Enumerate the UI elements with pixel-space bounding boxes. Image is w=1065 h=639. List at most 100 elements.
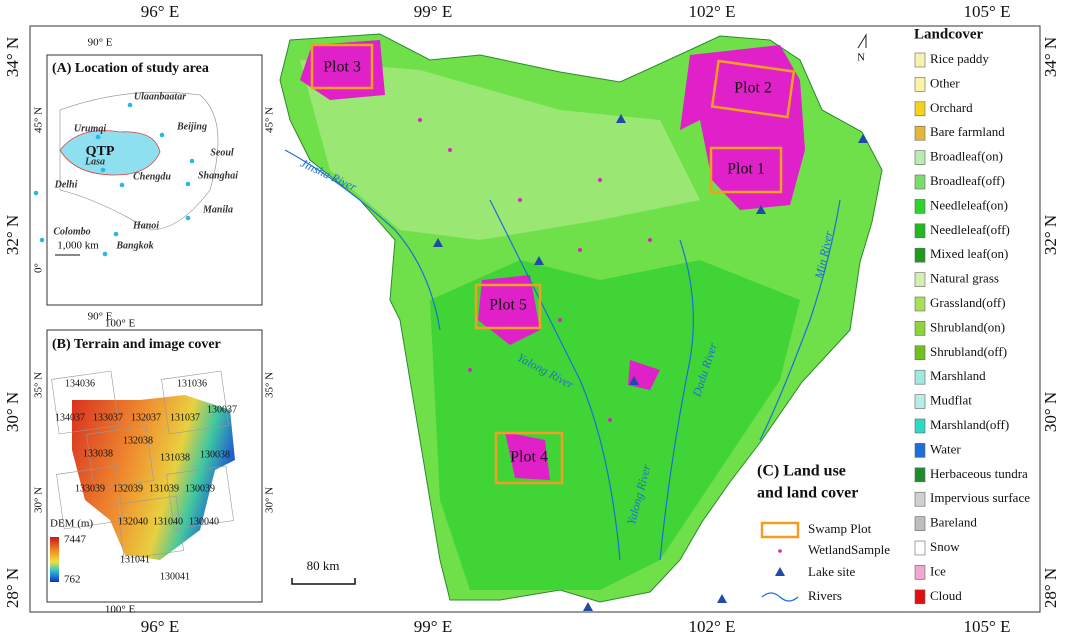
plot-label: Plot 4 bbox=[510, 449, 548, 466]
tile-label: 132040 bbox=[118, 516, 148, 527]
legend-label: Broadleaf(on) bbox=[930, 149, 1003, 164]
legend-label: Marshland bbox=[930, 368, 986, 383]
tile-label: 130038 bbox=[200, 449, 230, 460]
city-dot bbox=[95, 134, 101, 140]
legend-label: Needleleaf(on) bbox=[930, 197, 1008, 212]
legend-label: Shrubland(off) bbox=[930, 344, 1007, 359]
lon-label: 99° E bbox=[414, 2, 452, 21]
legend-title: (C) Land use bbox=[757, 463, 846, 480]
lat-label: 28° N bbox=[1041, 568, 1060, 608]
tile-label: 132039 bbox=[113, 483, 143, 494]
legend-label: WetlandSample bbox=[808, 542, 890, 557]
city-label: Colombo bbox=[53, 226, 90, 237]
tile-label: 131041 bbox=[120, 554, 150, 565]
forest-zone bbox=[430, 260, 800, 590]
legend-swatch bbox=[914, 516, 926, 531]
lat-label: 30° N bbox=[1041, 392, 1060, 432]
tile-label: 130041 bbox=[160, 571, 190, 582]
legend-swatch bbox=[914, 174, 926, 190]
lat-label: 30° N bbox=[3, 392, 22, 432]
region-label: QTP bbox=[86, 144, 115, 159]
lon-label: 100° E bbox=[105, 318, 136, 330]
city-label: Ulaanbaatar bbox=[134, 91, 186, 102]
lat-label: 34° N bbox=[1041, 37, 1060, 77]
lat-label: 35° N bbox=[264, 372, 276, 398]
qtp-region bbox=[59, 130, 161, 176]
city-label: Chengdu bbox=[133, 171, 171, 182]
wetland-icon bbox=[778, 549, 782, 553]
lon-label: 100° E bbox=[105, 604, 136, 616]
city-dot bbox=[185, 181, 191, 187]
legend-title: DEM (m) bbox=[50, 518, 93, 530]
legend-swatch bbox=[914, 418, 926, 434]
scale-bar bbox=[291, 578, 356, 585]
swamp-plot-icon bbox=[760, 521, 800, 539]
legend-label: Herbaceous tundra bbox=[930, 466, 1028, 481]
lake-icon bbox=[775, 567, 785, 576]
lat-label: 28° N bbox=[3, 568, 22, 608]
tile-label: 131039 bbox=[149, 483, 179, 494]
tile-label: 131036 bbox=[177, 378, 207, 389]
legend-max: 7447 bbox=[64, 534, 87, 546]
north-label: N bbox=[857, 52, 865, 64]
legend-swatch bbox=[914, 296, 926, 312]
plot-label: Plot 3 bbox=[323, 59, 361, 76]
city-dot bbox=[159, 132, 165, 138]
legend-swatch bbox=[914, 321, 926, 336]
lat-label: 0° bbox=[33, 263, 45, 273]
legend-swatch bbox=[914, 52, 926, 68]
legend-label: Orchard bbox=[930, 100, 973, 115]
legend-swatch bbox=[914, 223, 926, 239]
inset-a-frame bbox=[46, 54, 263, 306]
legend-label: Bare farmland bbox=[930, 124, 1005, 139]
tile-label: 130039 bbox=[185, 483, 215, 494]
city-dot bbox=[102, 251, 108, 257]
city-dot bbox=[127, 102, 133, 108]
plot-label: Plot 1 bbox=[727, 161, 765, 178]
lat-label: 32° N bbox=[3, 215, 22, 255]
image-tiles bbox=[51, 370, 234, 560]
legend-label: Marshland(off) bbox=[930, 417, 1009, 432]
river-icon bbox=[761, 592, 799, 602]
legend-label: Broadleaf(off) bbox=[930, 173, 1005, 188]
city-label: Beijing bbox=[176, 121, 207, 132]
lon-label: 90° E bbox=[88, 37, 113, 49]
city-label: Urumqi bbox=[74, 123, 106, 134]
tile-label: 134036 bbox=[65, 378, 95, 389]
inset-title: (B) Terrain and image cover bbox=[52, 337, 221, 352]
legend-label: Swamp Plot bbox=[808, 521, 872, 536]
city-label: Hanoi bbox=[132, 220, 159, 231]
legend-label: Mudflat bbox=[930, 393, 972, 408]
legend-label: Cloud bbox=[930, 588, 962, 603]
lat-label: 30° N bbox=[264, 487, 276, 513]
legend-label: Shrubland(on) bbox=[930, 319, 1005, 334]
inset-title: (A) Location of study area bbox=[52, 61, 209, 76]
scale-label: 80 km bbox=[307, 558, 340, 573]
tile-label: 132038 bbox=[123, 435, 153, 446]
legend-swatch bbox=[914, 565, 926, 580]
grass-zone bbox=[300, 60, 700, 240]
tile-label: 131040 bbox=[153, 516, 183, 527]
city-dot bbox=[119, 182, 125, 188]
tile-label: 133039 bbox=[75, 483, 105, 494]
lake-sites bbox=[433, 114, 868, 611]
swamp-plots bbox=[310, 43, 796, 485]
lat-label: 30° N bbox=[33, 487, 45, 513]
legend-swatch bbox=[914, 150, 926, 165]
lon-label: 102° E bbox=[689, 617, 736, 636]
city-label: Bangkok bbox=[115, 240, 153, 251]
tile-label: 131037 bbox=[170, 412, 200, 423]
legend-swatch bbox=[914, 443, 926, 458]
legend-label: Lake site bbox=[808, 564, 856, 579]
legend-label: Impervious surface bbox=[930, 490, 1030, 505]
tile-label: 134037 bbox=[55, 412, 85, 423]
legend-swatch bbox=[914, 491, 926, 507]
lat-label: 45° N bbox=[264, 107, 276, 133]
tile-label: 130040 bbox=[189, 516, 219, 527]
lon-label: 102° E bbox=[689, 2, 736, 21]
legend-title: and land cover bbox=[757, 485, 858, 502]
legend-title: Landcover bbox=[914, 26, 984, 42]
city-label: Shanghai bbox=[198, 170, 238, 181]
city-label: Seoul bbox=[210, 147, 234, 158]
north-arrow bbox=[857, 33, 867, 49]
